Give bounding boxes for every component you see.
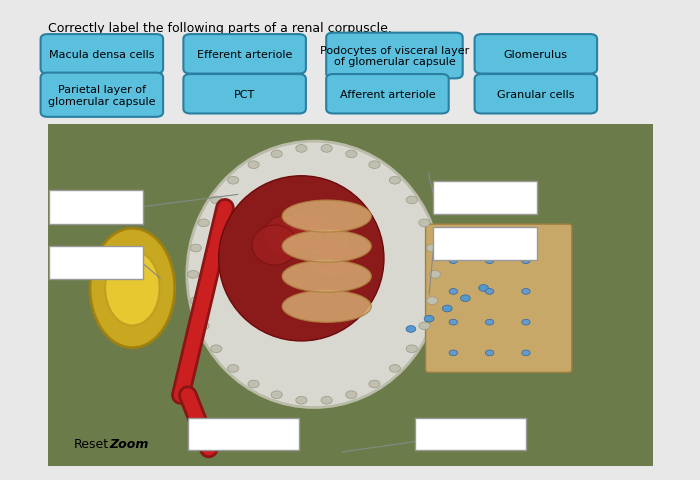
FancyBboxPatch shape — [426, 225, 572, 372]
Circle shape — [228, 365, 239, 372]
Ellipse shape — [282, 201, 371, 233]
Circle shape — [522, 350, 530, 356]
Circle shape — [198, 219, 209, 227]
Circle shape — [321, 396, 332, 404]
Circle shape — [449, 320, 458, 325]
Text: Afferent arteriole: Afferent arteriole — [340, 90, 435, 99]
Circle shape — [271, 151, 282, 158]
Text: Macula densa cells: Macula densa cells — [49, 50, 155, 60]
Circle shape — [296, 145, 307, 153]
Circle shape — [248, 380, 259, 388]
Circle shape — [211, 197, 222, 204]
Circle shape — [427, 297, 438, 305]
Circle shape — [442, 305, 452, 312]
FancyBboxPatch shape — [41, 35, 163, 74]
Circle shape — [485, 320, 494, 325]
Circle shape — [485, 350, 494, 356]
FancyBboxPatch shape — [49, 191, 143, 224]
Circle shape — [211, 345, 222, 353]
Text: Parietal layer of
glomerular capsule: Parietal layer of glomerular capsule — [48, 85, 155, 106]
Ellipse shape — [282, 261, 371, 293]
Circle shape — [522, 289, 530, 295]
FancyBboxPatch shape — [326, 34, 463, 79]
Circle shape — [419, 322, 430, 330]
Circle shape — [346, 151, 357, 158]
Ellipse shape — [252, 226, 298, 265]
Text: Zoom: Zoom — [110, 437, 149, 451]
Ellipse shape — [282, 291, 371, 323]
FancyBboxPatch shape — [48, 125, 653, 466]
Text: Podocytes of visceral layer
of glomerular capsule: Podocytes of visceral layer of glomerula… — [320, 46, 469, 67]
Circle shape — [228, 177, 239, 185]
FancyBboxPatch shape — [433, 181, 537, 215]
Circle shape — [389, 365, 400, 372]
Ellipse shape — [218, 176, 384, 341]
Circle shape — [271, 391, 282, 399]
Circle shape — [449, 289, 458, 295]
Ellipse shape — [304, 226, 351, 265]
FancyBboxPatch shape — [326, 75, 449, 114]
Text: Correctly label the following parts of a renal corpuscle.: Correctly label the following parts of a… — [48, 22, 391, 35]
Circle shape — [461, 295, 470, 302]
FancyBboxPatch shape — [49, 246, 143, 279]
Text: Glomerulus: Glomerulus — [504, 50, 568, 60]
Circle shape — [427, 245, 438, 252]
FancyBboxPatch shape — [41, 73, 163, 118]
Circle shape — [449, 350, 458, 356]
Circle shape — [424, 316, 434, 323]
Circle shape — [406, 345, 417, 353]
Text: Granular cells: Granular cells — [497, 90, 575, 99]
FancyBboxPatch shape — [183, 75, 306, 114]
FancyBboxPatch shape — [183, 35, 306, 74]
Ellipse shape — [282, 231, 371, 263]
FancyBboxPatch shape — [433, 227, 537, 260]
Circle shape — [419, 219, 430, 227]
Circle shape — [248, 161, 259, 169]
Circle shape — [429, 271, 440, 278]
Circle shape — [190, 245, 202, 252]
Circle shape — [479, 285, 489, 292]
Ellipse shape — [294, 216, 340, 256]
Ellipse shape — [263, 216, 309, 256]
Ellipse shape — [90, 229, 175, 348]
FancyBboxPatch shape — [415, 418, 526, 450]
Circle shape — [522, 320, 530, 325]
FancyBboxPatch shape — [475, 75, 597, 114]
Circle shape — [406, 326, 416, 333]
Circle shape — [485, 289, 494, 295]
Circle shape — [522, 258, 530, 264]
Ellipse shape — [309, 239, 355, 279]
Text: Efferent arteriole: Efferent arteriole — [197, 50, 293, 60]
Circle shape — [485, 258, 494, 264]
Circle shape — [406, 197, 417, 204]
Ellipse shape — [105, 251, 160, 326]
Circle shape — [389, 177, 400, 185]
Circle shape — [190, 297, 202, 305]
Circle shape — [346, 391, 357, 399]
Circle shape — [296, 396, 307, 404]
Text: PCT: PCT — [234, 90, 256, 99]
Circle shape — [188, 271, 199, 278]
Circle shape — [198, 322, 209, 330]
Ellipse shape — [279, 212, 324, 252]
Text: Reset: Reset — [74, 437, 108, 451]
Circle shape — [321, 145, 332, 153]
Circle shape — [369, 380, 380, 388]
Ellipse shape — [187, 142, 441, 408]
Circle shape — [369, 161, 380, 169]
Circle shape — [449, 258, 458, 264]
FancyBboxPatch shape — [475, 35, 597, 74]
FancyBboxPatch shape — [188, 418, 299, 450]
